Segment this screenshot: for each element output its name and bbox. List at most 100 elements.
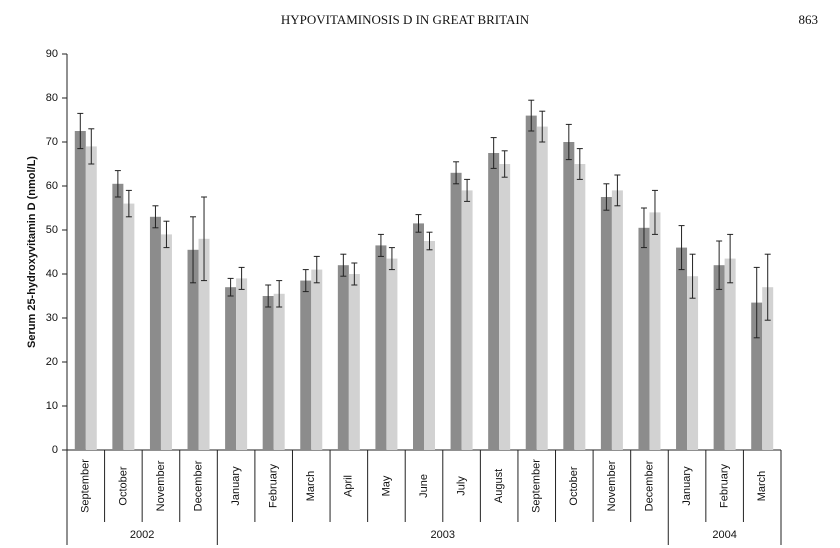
error-bar (539, 110, 546, 143)
x-tick-label: February (719, 463, 731, 508)
x-tick-label: May (380, 475, 392, 496)
error-bar (77, 112, 84, 150)
bar (574, 164, 586, 450)
error-bar (201, 196, 208, 282)
error-bar (351, 262, 358, 286)
error-bar (464, 178, 471, 202)
error-bar (276, 280, 283, 308)
error-bar (388, 247, 395, 271)
bar (262, 296, 274, 450)
bar (236, 278, 248, 450)
x-tick-label: December (192, 460, 204, 511)
error-bar (453, 161, 460, 185)
y-tick-label: 30 (46, 312, 58, 324)
error-bar (190, 216, 197, 284)
error-bar (565, 123, 572, 161)
error-bar (501, 150, 508, 178)
bar (273, 293, 285, 450)
bar (488, 153, 500, 450)
error-bar (716, 240, 723, 290)
y-tick-label: 40 (46, 268, 58, 280)
error-bar (125, 189, 132, 218)
x-tick-label: June (418, 474, 430, 498)
x-tick-label: August (493, 469, 505, 503)
page-number: 863 (799, 12, 819, 27)
error-bar (640, 207, 647, 249)
bar (600, 197, 612, 450)
bar (638, 227, 650, 450)
bar (525, 115, 537, 450)
error-bar (377, 233, 384, 257)
error-bar (227, 277, 234, 297)
error-bar (603, 183, 610, 211)
error-bar (302, 269, 309, 293)
error-bar (265, 284, 272, 308)
x-tick-label: December (643, 460, 655, 511)
error-bar (238, 266, 245, 290)
year-label: 2003 (431, 529, 455, 541)
bar (424, 241, 435, 450)
bar (112, 183, 124, 451)
error-bar (753, 266, 760, 339)
error-bar (114, 170, 121, 198)
y-tick-label: 20 (46, 356, 58, 368)
bar (461, 190, 473, 450)
bar (724, 258, 736, 450)
bar (676, 247, 688, 450)
x-tick-label: September (531, 459, 543, 513)
bar (311, 269, 323, 450)
y-tick-label: 60 (46, 180, 58, 192)
y-tick-label: 10 (46, 400, 58, 412)
bar (563, 142, 575, 450)
bar (85, 146, 97, 450)
error-bar (528, 99, 535, 132)
error-bar (678, 225, 685, 271)
bar (198, 238, 210, 450)
y-tick-label: 90 (46, 48, 58, 60)
bar (337, 265, 349, 450)
x-tick-label: January (681, 466, 693, 506)
bar (123, 203, 135, 450)
y-tick-label: 80 (46, 92, 58, 104)
y-tick-label: 0 (52, 444, 58, 456)
bar (149, 216, 161, 450)
bar (74, 131, 86, 450)
x-tick-label: April (343, 475, 355, 497)
x-tick-label: July (455, 476, 467, 496)
bar (751, 302, 763, 450)
bar (413, 223, 424, 450)
bar (300, 280, 312, 450)
error-bar (764, 253, 771, 321)
x-tick-label: October (568, 466, 580, 505)
bar (611, 190, 623, 450)
bar (687, 276, 699, 450)
bar (536, 126, 548, 450)
x-tick-label: March (305, 471, 317, 502)
error-bar (651, 189, 658, 235)
error-bar (614, 174, 621, 207)
running-header: HYPOVITAMINOSIS D IN GREAT BRITAIN (281, 12, 530, 27)
x-tick-label: October (117, 466, 129, 505)
error-bar (727, 233, 734, 284)
error-bar (313, 255, 320, 284)
bar (649, 212, 661, 450)
bar (187, 249, 199, 450)
x-tick-label: February (268, 463, 280, 508)
bar (386, 258, 398, 450)
bar (160, 234, 172, 450)
y-axis-label: Serum 25-hydroxyvitamin D (nmol/L) (26, 156, 38, 348)
bar (713, 265, 725, 450)
bar (225, 287, 237, 450)
x-tick-label: January (230, 466, 242, 506)
y-tick-label: 50 (46, 224, 58, 236)
error-bar (152, 205, 159, 229)
bar (450, 172, 462, 451)
error-bar (576, 148, 583, 180)
error-bar (163, 220, 170, 249)
bar (348, 274, 360, 450)
error-bar (490, 137, 497, 169)
year-label: 2002 (130, 529, 154, 541)
x-tick-label: March (756, 471, 768, 502)
error-bar (689, 253, 696, 299)
